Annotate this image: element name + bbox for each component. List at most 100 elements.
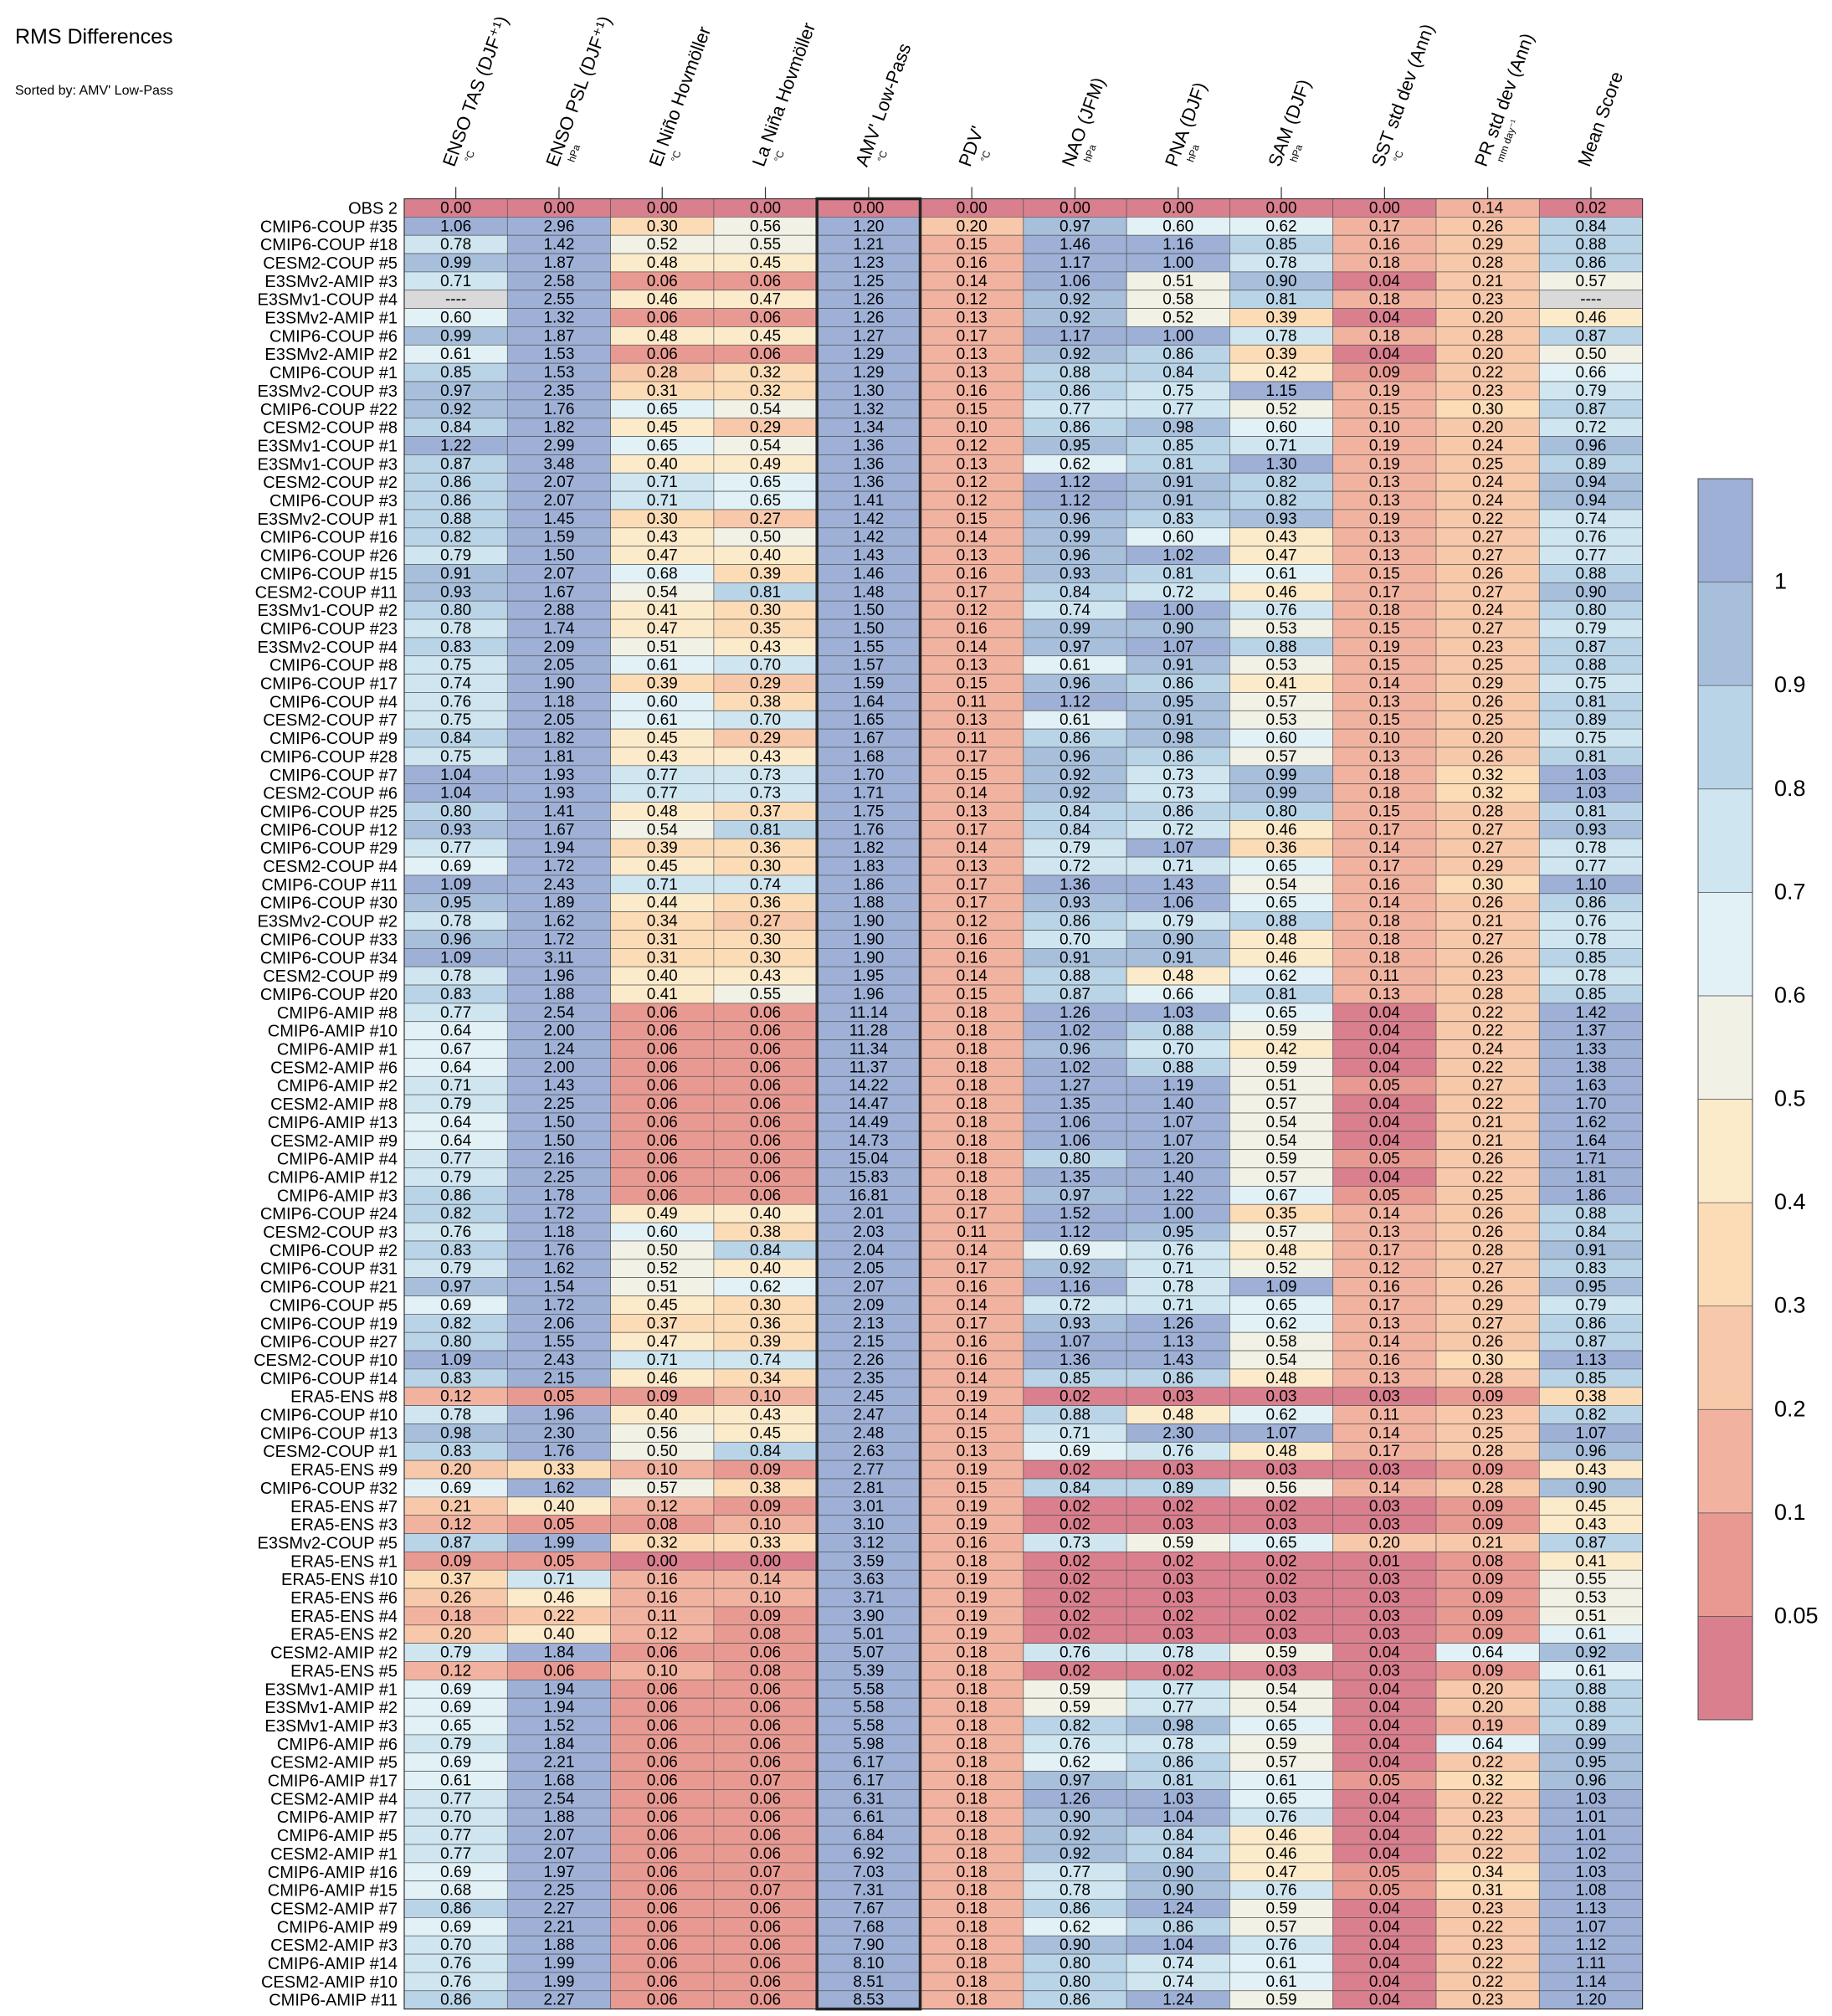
cell-value: 15.83 [849, 1168, 889, 1186]
cell-value: 1.36 [853, 474, 884, 491]
cell-value: 0.77 [1162, 401, 1193, 418]
cell-value: 0.88 [1266, 913, 1297, 931]
cell-value: 1.93 [543, 785, 574, 803]
cell-value: 0.85 [1060, 1370, 1090, 1388]
cell-value: 0.32 [750, 382, 781, 400]
cell-value: 0.75 [440, 748, 471, 766]
cell-value: 0.11 [647, 1608, 677, 1625]
cell-value: 0.11 [957, 1223, 987, 1241]
cell-value: 0.96 [1060, 675, 1090, 693]
cell-value: 1.00 [1162, 254, 1193, 272]
cell-value: 0.84 [750, 1443, 781, 1460]
cell-value: 0.94 [1575, 492, 1606, 510]
cell-value: 0.97 [1060, 639, 1090, 656]
cell-value: 1.07 [1162, 1132, 1193, 1150]
cell-value: 1.95 [853, 967, 884, 985]
cell-value: 1.40 [1162, 1095, 1193, 1113]
cell-value: 0.17 [1369, 1443, 1400, 1460]
cell-value: 1.72 [543, 931, 574, 948]
cell-value: 1.76 [543, 1443, 574, 1460]
row-label: CMIP6-COUP #20 [260, 986, 398, 1004]
cell-value: 0.71 [647, 492, 678, 510]
cell-value: 0.29 [1472, 858, 1503, 875]
cell-value: 0.06 [750, 1644, 781, 1662]
cell-value: 0.04 [1369, 1845, 1400, 1863]
row-label: CMIP6-COUP #21 [260, 1279, 398, 1297]
cell-value: 0.10 [1369, 419, 1400, 437]
cell-value: 0.90 [1162, 1864, 1193, 1881]
cell-value: 0.57 [1266, 1095, 1297, 1113]
row-label: CESM2-COUP #5 [263, 254, 398, 273]
cell-value: 3.11 [544, 949, 574, 967]
colorbar-segment [1697, 891, 1753, 997]
cell-value: 0.43 [1575, 1516, 1606, 1534]
cell-value: 0.82 [1060, 1717, 1090, 1735]
cell-value: 3.90 [853, 1608, 884, 1625]
cell-value: 0.02 [1060, 1516, 1090, 1534]
cell-value: 0.06 [647, 273, 678, 290]
cell-value: 0.18 [957, 1882, 988, 1900]
cell-value: 0.45 [750, 254, 781, 272]
cell-value: 0.02 [1266, 1498, 1297, 1516]
cell-value: 0.07 [750, 1772, 781, 1790]
row-label: CMIP6-COUP #2 [269, 1242, 398, 1260]
cell-value: 2.00 [543, 1059, 574, 1076]
cell-value: 0.86 [440, 1992, 471, 2009]
cell-value: 2.54 [543, 1790, 574, 1808]
cell-value: 0.36 [750, 1315, 781, 1332]
cell-value: 7.90 [853, 1936, 884, 1954]
cell-value: 0.10 [647, 1461, 678, 1479]
cell-value: 0.61 [647, 711, 678, 729]
cell-value: 0.75 [1575, 730, 1606, 747]
cell-value: 0.18 [957, 1864, 988, 1881]
cell-value: 0.83 [440, 1242, 471, 1259]
cell-value: 0.09 [1472, 1461, 1503, 1479]
cell-value: 2.25 [543, 1882, 574, 1900]
cell-value: 1.81 [1575, 1168, 1606, 1186]
cell-value: 0.99 [1060, 529, 1090, 546]
cell-value: 1.01 [1575, 1827, 1606, 1844]
colorbar-segment [1697, 685, 1753, 790]
cell-value: 0.36 [750, 839, 781, 857]
cell-value: 0.79 [440, 547, 471, 565]
cell-value: 0.84 [1575, 1223, 1606, 1241]
cell-value: 0.84 [1162, 364, 1193, 382]
cell-value: 0.22 [1472, 1955, 1503, 1972]
cell-value: 1.43 [853, 547, 884, 565]
cell-value: 0.40 [750, 1205, 781, 1223]
cell-value: 0.18 [1369, 785, 1400, 803]
cell-value: 0.47 [1266, 547, 1297, 565]
cell-value: 0.19 [957, 1626, 988, 1644]
cell-value: 0.25 [1472, 657, 1503, 675]
cell-value: 0.90 [1575, 583, 1606, 601]
cell-value: 0.07 [750, 1882, 781, 1900]
cell-value: 0.88 [1575, 1205, 1606, 1223]
cell-value: 1.86 [1575, 1187, 1606, 1204]
row-label: CESM2-AMIP #3 [270, 1936, 398, 1955]
cell-value: 0.29 [1472, 1296, 1503, 1314]
cell-value: 0.17 [1369, 1242, 1400, 1259]
cell-value: 0.71 [543, 1571, 574, 1588]
cell-value: 0.76 [440, 1223, 471, 1241]
cell-value: 0.06 [750, 1095, 781, 1113]
cell-value: 0.86 [1060, 730, 1090, 747]
cell-value: 1.70 [1575, 1095, 1606, 1113]
row-label: CMIP6-AMIP #16 [268, 1864, 398, 1882]
cell-value: 1.97 [543, 1864, 574, 1881]
colorbar-label: 0.8 [1774, 776, 1806, 801]
cell-value: 0.67 [440, 1041, 471, 1059]
cell-value: 0.77 [647, 785, 678, 803]
cell-value: 0.56 [750, 218, 781, 235]
cell-value: 0.02 [1060, 1626, 1090, 1644]
cell-value: 0.17 [1369, 858, 1400, 875]
cell-value: 7.31 [853, 1882, 884, 1900]
cell-value: 0.86 [1162, 1754, 1193, 1772]
cell-value: 0.55 [750, 986, 781, 1003]
cell-value: 1.03 [1575, 785, 1606, 803]
cell-value: 0.28 [1472, 803, 1503, 820]
cell-value: 0.98 [440, 1424, 471, 1442]
cell-value: 0.13 [957, 803, 988, 820]
cell-value: 0.26 [1472, 1223, 1503, 1241]
cell-value: 0.16 [1369, 1352, 1400, 1369]
cell-value: 1.12 [1060, 693, 1090, 710]
